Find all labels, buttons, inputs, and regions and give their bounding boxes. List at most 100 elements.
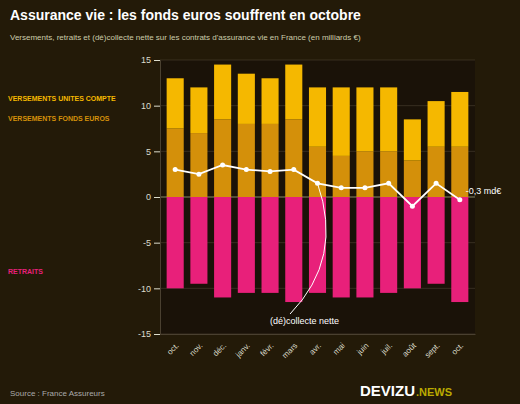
- bar: [404, 160, 421, 197]
- tick: août: [401, 334, 419, 359]
- x-axis: oct.nov.déc.janv.févr.marsavr.maijuinjui…: [161, 334, 476, 360]
- tick-mark: [154, 151, 160, 152]
- logo: DEVIZU: [360, 382, 415, 399]
- tick-label: févr.: [259, 341, 276, 358]
- marker: [386, 181, 391, 186]
- tick-label: 10: [141, 101, 151, 111]
- bar: [404, 119, 421, 160]
- legend-entry: VERSEMENTS UNITES COMPTE: [8, 95, 116, 102]
- marker: [220, 163, 225, 168]
- tick-label: mai: [331, 341, 347, 357]
- bar: [167, 129, 184, 198]
- tick-label: -10: [138, 284, 151, 294]
- tick-mark: [154, 243, 160, 244]
- bar: [190, 133, 207, 197]
- tick: juil.: [379, 334, 395, 357]
- bar: [380, 87, 397, 151]
- tick: -10: [138, 284, 160, 294]
- legend-entry: VERSEMENTS FONDS EUROS: [8, 115, 110, 122]
- data-label: -0,3 md€: [466, 186, 502, 196]
- tick-label: juin: [355, 341, 371, 357]
- tick-mark: [154, 60, 160, 61]
- tick: déc.: [211, 334, 228, 358]
- marker: [457, 197, 462, 202]
- bar: [214, 197, 231, 297]
- bar: [238, 74, 255, 124]
- background: [0, 0, 520, 404]
- annotation-arrow: [290, 183, 326, 314]
- tick-label: sept.: [423, 341, 442, 360]
- tick-label: janv.: [233, 341, 252, 360]
- grid-line: [160, 334, 475, 335]
- line: [175, 165, 460, 206]
- logo: .NEWS: [416, 386, 452, 398]
- axis-line: [161, 334, 476, 335]
- marker: [410, 204, 415, 209]
- bar: [262, 78, 279, 124]
- tick: janv.: [233, 334, 252, 360]
- tick: mai: [331, 334, 347, 357]
- tick-label: nov.: [188, 341, 205, 358]
- chart: Assurance vie : les fonds euros souffren…: [0, 0, 520, 404]
- marker: [268, 169, 273, 174]
- markers: [173, 163, 463, 209]
- annotation: (dé)collecte nette: [270, 316, 339, 326]
- bar-series: [167, 65, 469, 161]
- bar: [451, 197, 468, 302]
- bar: [333, 87, 350, 155]
- tick-label: -15: [138, 329, 151, 339]
- tick-label: oct.: [165, 341, 180, 356]
- bar: [285, 65, 302, 120]
- tick: sept.: [423, 334, 442, 360]
- plot: -15 -10 -5 0 5 10 15 oct. nov. déc. janv. févr.mars…: [138, 55, 501, 360]
- bar: [285, 197, 302, 302]
- tick-label: juil.: [379, 341, 395, 357]
- bar: [238, 197, 255, 293]
- tick: 15: [141, 55, 160, 65]
- tick-label: -5: [143, 238, 151, 248]
- marker: [434, 181, 439, 186]
- tick: 10: [141, 101, 160, 111]
- axis-line: [154, 61, 161, 335]
- bar: [309, 147, 326, 197]
- marker: [196, 172, 201, 177]
- marker: [362, 185, 367, 190]
- bar: [333, 197, 350, 297]
- tick: oct.: [450, 334, 465, 357]
- tick: 5: [146, 147, 160, 157]
- tick: févr.: [259, 334, 276, 358]
- tick: nov.: [188, 334, 205, 358]
- bar: [262, 197, 279, 293]
- tick-label: 15: [141, 55, 151, 65]
- marker: [291, 167, 296, 172]
- bar: [333, 156, 350, 197]
- annotations: -0,3 md€ (dé)collecte nette: [270, 183, 501, 326]
- bar: [451, 92, 468, 147]
- bar: [167, 197, 184, 288]
- bar: [404, 197, 421, 288]
- bar: [309, 87, 326, 146]
- bar: [190, 87, 207, 133]
- tick: mars: [280, 334, 299, 360]
- tick: -15: [138, 329, 160, 339]
- y-axis: -15 -10 -5 0 5 10 15: [138, 55, 161, 339]
- tick-mark: [154, 288, 160, 289]
- bar: [190, 197, 207, 284]
- grid: [160, 60, 475, 334]
- marker: [244, 167, 249, 172]
- bar: [262, 124, 279, 197]
- bar: [356, 197, 373, 297]
- subtitle: Versements, retraits et (dé)collecte net…: [10, 33, 361, 42]
- title: Assurance vie : les fonds euros souffren…: [10, 7, 361, 23]
- bar-series: [167, 197, 469, 302]
- bar: [167, 78, 184, 128]
- bar: [214, 65, 231, 120]
- tick-label: 0: [146, 192, 151, 202]
- source: Source : France Assureurs: [10, 389, 105, 398]
- bar: [428, 101, 445, 147]
- tick-label: oct.: [450, 341, 465, 356]
- tick: -5: [143, 238, 160, 248]
- bar: [380, 197, 397, 293]
- marker: [173, 167, 178, 172]
- bar: [356, 87, 373, 151]
